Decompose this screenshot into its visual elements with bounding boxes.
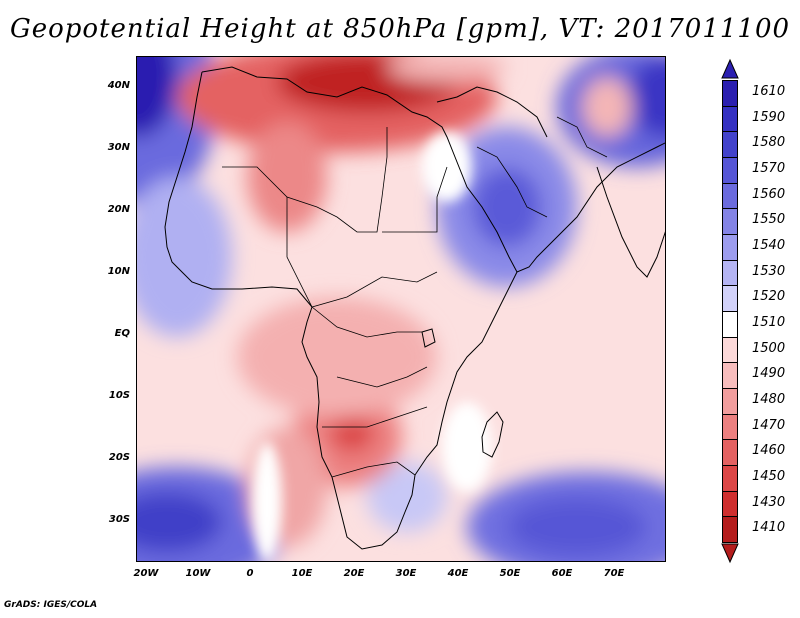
colorbar-swatch-1590 — [722, 105, 738, 133]
x-label-60e: 60E — [551, 568, 573, 579]
colorbar-swatch-1550 — [722, 208, 738, 235]
colorbar-swatch-1500 — [722, 336, 738, 364]
colorbar-label-1610: 1610 — [752, 83, 786, 99]
border-southern — [331, 461, 416, 478]
y-label-eq: EQ — [114, 328, 130, 339]
colorbar-label-1580: 1580 — [752, 135, 786, 151]
colorbar-label-1530: 1530 — [752, 263, 786, 279]
country-borders — [222, 116, 608, 478]
coast-north — [201, 66, 665, 273]
field-asia-high-core — [627, 57, 665, 137]
map-field — [137, 57, 665, 561]
colorbar-swatch-1570 — [722, 157, 738, 184]
x-label-70e: 70E — [603, 568, 625, 579]
colorbar-label-1510: 1510 — [752, 314, 786, 330]
y-label-40n: 40N — [107, 80, 130, 91]
colorbar-swatch-1470 — [722, 413, 738, 441]
colorbar-swatch-1410 — [722, 516, 738, 543]
border-congo — [336, 366, 428, 388]
field-atlantic-high-core — [137, 57, 177, 137]
colorbar-label-1550: 1550 — [752, 212, 786, 228]
coast-india — [596, 166, 665, 278]
colorbar-swatch-1610 — [722, 80, 738, 107]
coastlines — [164, 66, 665, 550]
field-south-atlantic-core — [137, 492, 222, 552]
field-caspian-red — [387, 57, 507, 82]
x-label-20w: 20W — [133, 568, 159, 579]
colorbar-bottom-arrow — [721, 543, 739, 564]
colorbar-swatch-1490 — [722, 362, 738, 389]
colorbar-label-1450: 1450 — [752, 468, 786, 484]
colorbar-label-1460: 1460 — [752, 443, 786, 459]
field-central-africa — [237, 297, 437, 417]
field-indian-ocean-core — [507, 497, 647, 557]
field-west-africa-coast — [137, 177, 232, 337]
colorbar-swatch-1460 — [722, 439, 738, 466]
x-label-50e: 50E — [499, 568, 521, 579]
colorbar-label-1430: 1430 — [752, 494, 786, 510]
y-label-10s: 10S — [108, 390, 130, 401]
coast-africa — [164, 71, 518, 550]
colorbar-swatch-1480 — [722, 388, 738, 415]
colorbar-swatch-1510 — [722, 311, 738, 338]
colorbar-label-1540: 1540 — [752, 237, 786, 253]
colorbar-swatch-1580 — [722, 131, 738, 158]
map-title: Geopotential Height at 850hPa [gpm], VT:… — [9, 14, 791, 44]
border-sudan — [382, 166, 448, 233]
colorbar-label-1500: 1500 — [752, 340, 786, 356]
x-label-20e: 20E — [343, 568, 365, 579]
lake-victoria — [421, 328, 436, 348]
x-label-10w: 10W — [185, 568, 211, 579]
colorbar-label-1520: 1520 — [752, 289, 786, 305]
x-label-10e: 10E — [291, 568, 313, 579]
colorbar-top-arrow — [721, 58, 739, 79]
border-sahel — [286, 197, 438, 308]
field-benguela-white — [252, 442, 282, 561]
field-himalaya-red — [582, 77, 632, 137]
colorbar-swatch-1530 — [722, 259, 738, 287]
colorbar-label-1590: 1590 — [752, 109, 786, 125]
field-southern-africa-core — [330, 412, 374, 452]
colorbar-swatch-1520 — [722, 285, 738, 312]
colorbar-label-1410: 1410 — [752, 520, 786, 536]
colorbar-label-1490: 1490 — [752, 366, 786, 382]
border-central — [311, 306, 422, 338]
colorbar-swatch-1430 — [722, 490, 738, 518]
y-label-30s: 30S — [108, 514, 130, 525]
field-se-africa-high — [367, 462, 447, 532]
x-label-0: 0 — [246, 568, 254, 579]
x-label-30e: 30E — [395, 568, 417, 579]
colorbar-swatch-1540 — [722, 234, 738, 261]
colorbar-label-1560: 1560 — [752, 186, 786, 202]
field-sahara-low — [247, 122, 327, 232]
border-angola — [322, 406, 428, 428]
colorbar-label-1570: 1570 — [752, 160, 786, 176]
field-mozambique-white — [442, 402, 492, 492]
y-label-20n: 20N — [107, 204, 130, 215]
y-label-20s: 20S — [108, 452, 130, 463]
colorbar-swatch-1560 — [722, 182, 738, 210]
border-iran — [556, 116, 608, 158]
map-plot-area — [136, 56, 666, 562]
border-arabia — [476, 146, 548, 218]
coast-turkey-iran — [436, 86, 548, 138]
coast-madagascar — [481, 411, 504, 458]
field-arabian-high-core — [472, 167, 542, 247]
y-label-10n: 10N — [107, 266, 130, 277]
colorbar-swatch-1450 — [722, 465, 738, 492]
colorbar-label-1480: 1480 — [752, 391, 786, 407]
credit-text: GrADS: IGES/COLA — [4, 600, 98, 610]
colorbar-label-1470: 1470 — [752, 417, 786, 433]
border-sahara — [222, 127, 388, 233]
y-label-30n: 30N — [107, 142, 130, 153]
x-label-40e: 40E — [447, 568, 469, 579]
